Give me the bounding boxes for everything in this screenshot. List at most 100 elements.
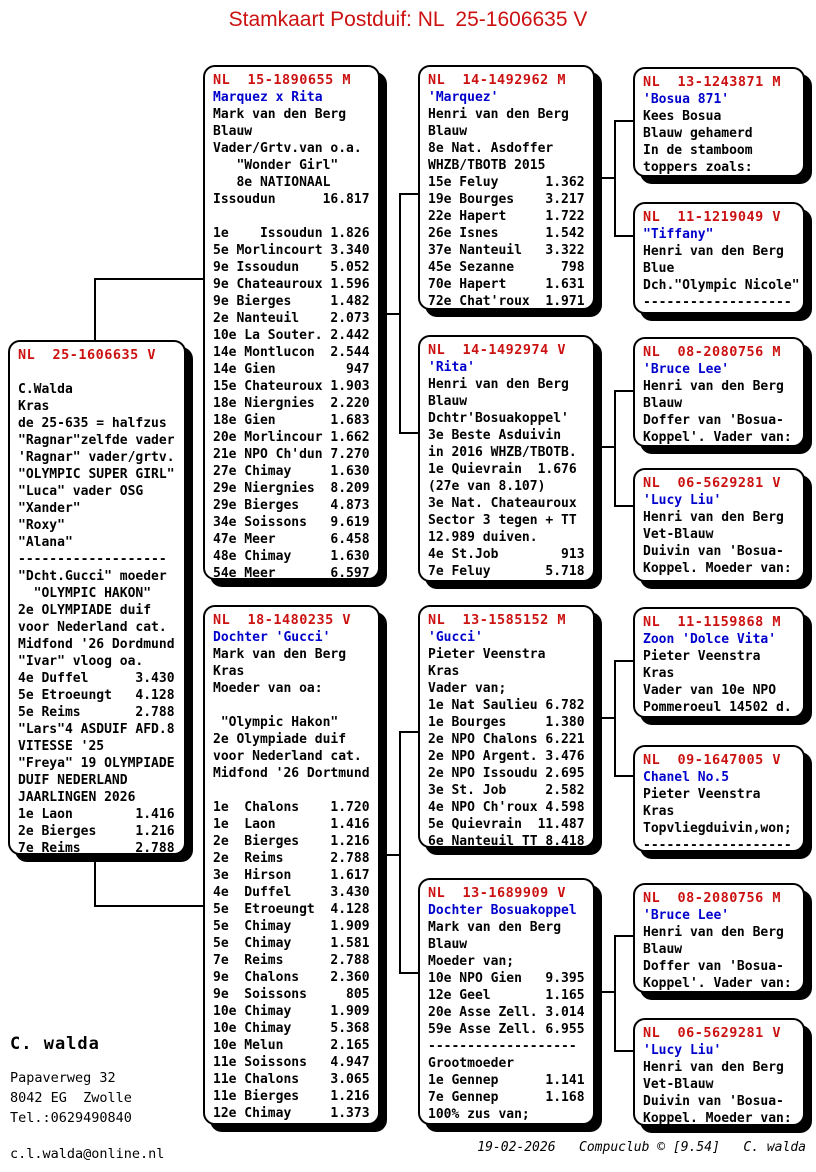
pedigree-text-line: 1e Quievrain 1.676 xyxy=(428,462,577,477)
pedigree-box-subject: NL 25-1606635 V C.Walda Kras de 25-635 = h… xyxy=(8,340,186,855)
pedigree-text-line: 1e Laon 1.416 xyxy=(18,807,175,822)
pedigree-text-line: 7e Feluy 5.718 xyxy=(428,564,585,579)
ring-number: NL 25-1606635 V xyxy=(18,347,157,363)
pedigree-text-line: 3e Hirson 1.617 xyxy=(213,868,370,883)
ring-number: NL 08-2080756 M xyxy=(643,890,782,906)
pedigree-text-line: Koppel. Moeder van: xyxy=(643,1111,792,1126)
pedigree-text-line: WHZB/TBOTB 2015 xyxy=(428,158,546,173)
connector-line xyxy=(596,177,616,179)
pedigree-text-line: 19e Bourges 3.217 xyxy=(428,192,585,207)
pedigree-text-line: Vet-Blauw xyxy=(643,1077,714,1092)
pedigree-text-line: 37e Nanteuil 3.322 xyxy=(428,243,585,258)
pedigree-text-line: DUIF NEDERLAND xyxy=(18,773,128,788)
pedigree-text-line: Koppel'. Vader van: xyxy=(643,976,792,991)
pedigree-box-body: Dochter 'Gucci' Mark van den Berg Kras Moed… xyxy=(213,629,370,1122)
pedigree-text-line: Blauw xyxy=(428,394,468,409)
pedigree-box-body: 'Lucy Liu' Henri van den Berg Vet-Blauw Dui… xyxy=(643,1042,795,1126)
pedigree-text-line: "Luca" vader OSG xyxy=(18,484,144,499)
pedigree-text-line: Grootmoeder xyxy=(428,1056,515,1071)
pedigree-text-line: 14e Montlucon 2.544 xyxy=(213,345,370,360)
pedigree-text-line: Duivin van 'Bosua- xyxy=(643,1094,784,1109)
pedigree-text-line: 18e Niergnies 2.220 xyxy=(213,396,370,411)
pedigree-text-line: 9e Issoudun 5.052 xyxy=(213,260,370,275)
pedigree-text-line: 48e Chimay 1.630 xyxy=(213,549,370,564)
pedigree-text-line: 10e La Souter. 2.442 xyxy=(213,328,370,343)
pedigree-text-line: 26e Isnes 1.542 xyxy=(428,226,585,241)
pedigree-text-line: (27e van 8.107) xyxy=(428,479,546,494)
pedigree-box-greatgrandparent-4: NL 06-5629281 V 'Lucy Liu' Henri van den … xyxy=(633,468,805,582)
pigeon-name-line: 'Bruce Lee' xyxy=(643,362,730,377)
pedigree-text-line: 12e Chimay 1.373 xyxy=(213,1106,370,1121)
pigeon-name-line: Dochter 'Gucci' xyxy=(213,630,331,645)
pedigree-text-line: 2e Bierges 1.216 xyxy=(18,824,175,839)
pedigree-text-line: Midfond '26 Dortmund xyxy=(213,766,370,781)
pedigree-box-body: 'Lucy Liu' Henri van den Berg Vet-Blauw Dui… xyxy=(643,492,795,577)
pedigree-text-line: voor Nederland cat. xyxy=(18,620,167,635)
pedigree-text-line: toppers zoals: xyxy=(643,160,753,175)
pedigree-text-line: Koppel'. Vader van: xyxy=(643,430,792,445)
connector-line xyxy=(614,120,634,122)
pedigree-text-line: 7e Reims 2.788 xyxy=(213,953,370,968)
pedigree-text-line: 27e Chimay 1.630 xyxy=(213,464,370,479)
pedigree-text-line: Topvliegduivin,won; xyxy=(643,821,792,836)
connector-line xyxy=(614,660,634,662)
pedigree-text-line: "Roxy" xyxy=(18,518,65,533)
pedigree-text-line: 2e NPO Argent. 3.476 xyxy=(428,749,585,764)
pedigree-text-line: 7e Gennep 1.168 xyxy=(428,1090,585,1105)
pigeon-name-line: Dochter Bosuakoppel xyxy=(428,903,577,918)
pedigree-text-line: ------------------- xyxy=(643,838,792,852)
pedigree-text-line: 'Ragnar" vader/grtv. xyxy=(18,450,175,465)
pedigree-box-greatgrandparent-5: NL 11-1159868 M Zoon 'Dolce Vita' Pieter … xyxy=(633,607,805,718)
pedigree-box-body: 'Bruce Lee' Henri van den Berg Blauw Doffer… xyxy=(643,361,795,445)
pedigree-box-body: C.Walda Kras de 25-635 = halfzus "Ragnar"ze… xyxy=(18,364,176,853)
pedigree-text-line: 29e Bierges 4.873 xyxy=(213,498,370,513)
pedigree-text-line: "OLYMPIC HAKON" xyxy=(18,586,152,601)
pedigree-text-line: 72e Chat'roux 1.971 xyxy=(428,294,585,309)
connector-line xyxy=(614,390,616,507)
pedigree-text-line: In de stamboom xyxy=(643,143,753,158)
pedigree-text-line: Kras xyxy=(643,804,675,819)
pedigree-text-line xyxy=(18,364,176,381)
pedigree-box-body: 'Rita' Henri van den Berg Blauw Dchtr'Bosua… xyxy=(428,359,585,580)
pedigree-text-line: 10e Chimay 1.909 xyxy=(213,1004,370,1019)
pedigree-text-line: 2e Bierges 1.216 xyxy=(213,834,370,849)
pigeon-name-line: Zoon 'Dolce Vita' xyxy=(643,632,777,647)
connector-line xyxy=(399,731,419,733)
owner-address-city: 8042 EG Zwolle xyxy=(10,1090,132,1106)
pedigree-text-line: 54e Meer 6.597 xyxy=(213,566,370,580)
pedigree-text-line: "Dcht.Gucci" moeder xyxy=(18,569,167,584)
pedigree-text-line: Henri van den Berg xyxy=(643,510,784,525)
pedigree-text-line: Moeder van oa: xyxy=(213,681,323,696)
pedigree-text-line: Blauw xyxy=(428,124,468,139)
ring-number: NL 14-1492962 M xyxy=(428,72,567,88)
pedigree-text-line: "Olympic Hakon" xyxy=(213,715,339,730)
pedigree-text-line: Kras xyxy=(643,666,675,681)
pedigree-text-line: "OLYMPIC SUPER GIRL" xyxy=(18,467,175,482)
pigeon-name-line: "Tiffany" xyxy=(643,227,714,242)
pedigree-box-granddam-paternal: NL 14-1492974 V 'Rita' Henri van den Berg… xyxy=(418,335,595,582)
pedigree-text-line: 8e NATIONAAL xyxy=(213,175,331,190)
pedigree-text-line: VITESSE '25 xyxy=(18,739,105,754)
ring-number: NL 11-1219049 V xyxy=(643,209,782,225)
pedigree-text-line: 5e Quievrain 11.487 xyxy=(428,817,585,832)
pedigree-text-line: 14e Gien 947 xyxy=(213,362,370,377)
pedigree-text-line: 15e Chateuroux 1.903 xyxy=(213,379,370,394)
connector-line xyxy=(399,731,401,974)
pedigree-text-line: Blauw xyxy=(428,937,468,952)
pedigree-text-line: 5e Reims 2.788 xyxy=(18,705,175,720)
ring-number: NL 06-5629281 V xyxy=(643,475,782,491)
pedigree-text-line: 21e NPO Ch'dun 7.270 xyxy=(213,447,370,462)
pedigree-text-line: 70e Hapert 1.631 xyxy=(428,277,585,292)
print-info: 19-02-2026 Compuclub © [9.54] C. walda xyxy=(477,1140,806,1155)
pedigree-box-greatgrandparent-3: NL 08-2080756 M 'Bruce Lee' Henri van den… xyxy=(633,337,805,447)
pedigree-text-line: Blauw xyxy=(643,942,683,957)
pedigree-text-line: de 25-635 = halfzus xyxy=(18,416,167,431)
pedigree-box-body: Zoon 'Dolce Vita' Pieter Veenstra Kras Vade… xyxy=(643,631,795,716)
pedigree-text-line: 2e Olympiade duif xyxy=(213,732,347,747)
ring-number: NL 08-2080756 M xyxy=(643,344,782,360)
pedigree-text-line: Dch."Olympic Nicole" xyxy=(643,278,800,293)
ring-number: NL 13-1689909 V xyxy=(428,885,567,901)
connector-line xyxy=(381,313,401,315)
pedigree-text-line: 5e Chimay 1.909 xyxy=(213,919,370,934)
